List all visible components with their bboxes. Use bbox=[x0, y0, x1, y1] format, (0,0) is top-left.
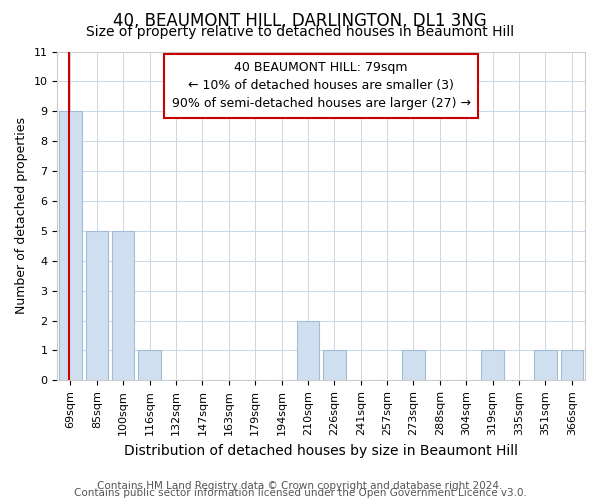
Bar bbox=[59, 112, 82, 380]
Bar bbox=[481, 350, 504, 380]
Text: 40 BEAUMONT HILL: 79sqm
← 10% of detached houses are smaller (3)
90% of semi-det: 40 BEAUMONT HILL: 79sqm ← 10% of detache… bbox=[172, 62, 470, 110]
Y-axis label: Number of detached properties: Number of detached properties bbox=[15, 118, 28, 314]
Bar bbox=[534, 350, 557, 380]
Bar bbox=[86, 231, 108, 380]
Bar bbox=[112, 231, 134, 380]
Text: Contains public sector information licensed under the Open Government Licence v3: Contains public sector information licen… bbox=[74, 488, 526, 498]
Bar bbox=[297, 320, 319, 380]
Bar bbox=[139, 350, 161, 380]
Bar bbox=[402, 350, 425, 380]
Text: Contains HM Land Registry data © Crown copyright and database right 2024.: Contains HM Land Registry data © Crown c… bbox=[97, 481, 503, 491]
Bar bbox=[560, 350, 583, 380]
Bar bbox=[323, 350, 346, 380]
Text: Size of property relative to detached houses in Beaumont Hill: Size of property relative to detached ho… bbox=[86, 25, 514, 39]
X-axis label: Distribution of detached houses by size in Beaumont Hill: Distribution of detached houses by size … bbox=[124, 444, 518, 458]
Text: 40, BEAUMONT HILL, DARLINGTON, DL1 3NG: 40, BEAUMONT HILL, DARLINGTON, DL1 3NG bbox=[113, 12, 487, 30]
